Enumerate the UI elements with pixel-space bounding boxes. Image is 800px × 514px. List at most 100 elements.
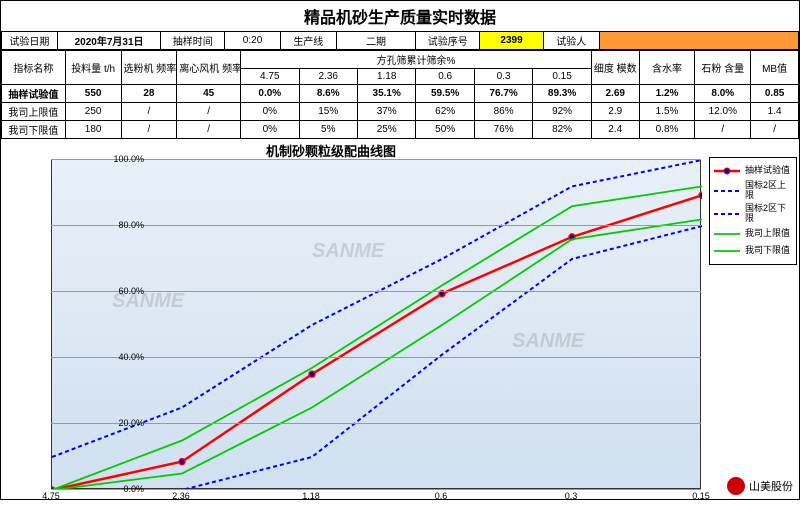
table-cell: 82% [533, 121, 591, 139]
row-name: 我司下限值 [2, 121, 66, 139]
table-cell: / [695, 121, 751, 139]
gridline [51, 423, 701, 424]
table-cell: 35.1% [357, 85, 415, 103]
legend-label: 我司下限值 [745, 246, 790, 256]
series-sample [52, 195, 702, 490]
plot-svg [52, 160, 702, 490]
table-cell: / [121, 103, 177, 121]
col-header: 指标名称 [2, 51, 66, 85]
marker [699, 192, 702, 198]
legend: 抽样试验值国标2区上限国标2区下限我司上限值我司下限值 [709, 157, 797, 265]
col-header: 0.6 [416, 69, 474, 85]
val-tester [599, 32, 798, 50]
gridline [51, 159, 701, 160]
legend-label: 我司上限值 [745, 229, 790, 239]
gridline [51, 291, 701, 292]
brand-icon [727, 477, 745, 495]
table-cell: 50% [416, 121, 474, 139]
series-gb_upper [52, 160, 702, 457]
y-tick: 80.0% [118, 220, 144, 230]
table-cell: 0% [241, 121, 299, 139]
col-header: 1.18 [357, 69, 415, 85]
row-name: 我司上限值 [2, 103, 66, 121]
col-header: 含水率 [639, 51, 695, 85]
legend-swatch [713, 227, 741, 241]
table-cell: 1.4 [751, 103, 799, 121]
marker [179, 459, 185, 465]
val-prod-line: 二期 [336, 32, 416, 50]
legend-swatch [713, 184, 741, 198]
table-cell: 25% [357, 121, 415, 139]
table-cell: 250 [65, 103, 121, 121]
table-cell: 180 [65, 121, 121, 139]
series-co_upper [52, 186, 702, 490]
y-tick: 40.0% [118, 352, 144, 362]
table-cell: 37% [357, 103, 415, 121]
y-tick: 0.0% [123, 484, 144, 494]
chart-title: 机制砂颗粒级配曲线图 [1, 141, 661, 160]
col-header: 2.36 [299, 69, 357, 85]
chart-area: 机制砂颗粒级配曲线图 SANME SANME SANME 抽样试验值国标2区上限… [1, 139, 799, 514]
table-cell: 12.0% [695, 103, 751, 121]
table-cell: 45 [177, 85, 241, 103]
legend-item: 国标2区下限 [713, 204, 793, 224]
series-co_lower [52, 219, 702, 490]
plot-area: SANME SANME SANME [51, 159, 701, 489]
col-header: MB值 [751, 51, 799, 85]
row-name: 抽样试验值 [2, 85, 66, 103]
legend-swatch [713, 164, 741, 178]
table-cell: 92% [533, 103, 591, 121]
col-header: 选粉机 频率HZ [121, 51, 177, 85]
table-cell: 8.0% [695, 85, 751, 103]
brand-text: 山美股份 [749, 478, 793, 494]
col-header: 4.75 [241, 69, 299, 85]
table-cell: 2.4 [591, 121, 639, 139]
legend-item: 国标2区上限 [713, 181, 793, 201]
header-table: 试验日期 2020年7月31日 抽样时间 0:20 生产线 二期 试验序号 23… [1, 31, 799, 50]
lbl-sample-time: 抽样时间 [161, 32, 225, 50]
page-title: 精品机砂生产质量实时数据 [1, 1, 799, 31]
y-tick: 20.0% [118, 418, 144, 428]
table-cell: / [177, 121, 241, 139]
col-header: 0.15 [533, 69, 591, 85]
table-cell: 1.2% [639, 85, 695, 103]
table-cell: 2.69 [591, 85, 639, 103]
table-cell: 15% [299, 103, 357, 121]
table-cell: 550 [65, 85, 121, 103]
table-cell: 76.7% [474, 85, 532, 103]
val-sample-time: 0:20 [225, 32, 281, 50]
table-cell: 1.5% [639, 103, 695, 121]
col-header: 石粉 含量 [695, 51, 751, 85]
val-test-no: 2399 [480, 32, 544, 50]
gridline [51, 489, 701, 490]
gridline [51, 357, 701, 358]
gridline [51, 225, 701, 226]
table-cell: 0.0% [241, 85, 299, 103]
col-header: 细度 模数 [591, 51, 639, 85]
col-header: 投料量 t/h [65, 51, 121, 85]
table-cell: 2.9 [591, 103, 639, 121]
y-tick: 100.0% [113, 154, 144, 164]
table-cell: 62% [416, 103, 474, 121]
col-header: 离心风机 频率HZ [177, 51, 241, 85]
table-cell: 28 [121, 85, 177, 103]
marker [309, 371, 315, 377]
data-table: 指标名称投料量 t/h选粉机 频率HZ离心风机 频率HZ方孔筛累计筛余%细度 模… [1, 50, 799, 139]
col-group: 方孔筛累计筛余% [241, 51, 592, 69]
legend-item: 抽样试验值 [713, 164, 793, 178]
legend-item: 我司下限值 [713, 244, 793, 258]
table-cell: 86% [474, 103, 532, 121]
table-cell: / [121, 121, 177, 139]
lbl-prod-line: 生产线 [280, 32, 336, 50]
table-cell: 0% [241, 103, 299, 121]
y-tick: 60.0% [118, 286, 144, 296]
table-cell: 0.8% [639, 121, 695, 139]
legend-label: 国标2区上限 [745, 181, 793, 201]
legend-swatch [713, 207, 741, 221]
lbl-test-no: 试验序号 [416, 32, 480, 50]
table-cell: 5% [299, 121, 357, 139]
table-cell: 59.5% [416, 85, 474, 103]
legend-swatch [713, 244, 741, 258]
table-cell: 76% [474, 121, 532, 139]
legend-item: 我司上限值 [713, 227, 793, 241]
